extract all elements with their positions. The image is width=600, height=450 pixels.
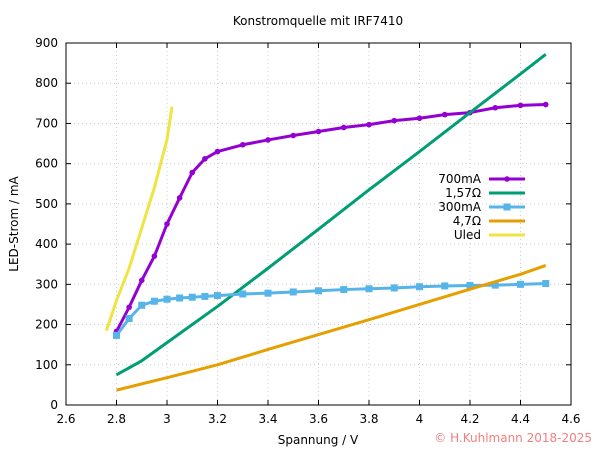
- data-point: [125, 315, 133, 323]
- data-point: [176, 294, 184, 302]
- data-point: [239, 290, 247, 298]
- data-point: [315, 128, 322, 135]
- data-point: [188, 293, 196, 301]
- data-point: [214, 292, 221, 300]
- data-point: [189, 169, 196, 176]
- x-tick-label: 3.4: [258, 412, 277, 426]
- y-tick-label: 800: [35, 76, 58, 90]
- legend-label: 700mA: [438, 172, 482, 186]
- data-point: [503, 203, 511, 211]
- y-tick-label: 400: [35, 237, 58, 251]
- data-point: [365, 285, 373, 293]
- data-point: [466, 282, 474, 290]
- data-point: [340, 124, 347, 131]
- data-point: [340, 286, 348, 294]
- data-point: [441, 282, 449, 290]
- data-point: [163, 295, 171, 303]
- y-tick-label: 300: [35, 277, 58, 291]
- y-tick-label: 500: [35, 197, 58, 211]
- series-line: [115, 53, 547, 377]
- data-point: [542, 280, 550, 288]
- data-point: [504, 176, 510, 182]
- x-tick-label: 3.6: [309, 412, 328, 426]
- x-tick-label: 2.8: [107, 412, 126, 426]
- data-point: [315, 287, 322, 295]
- series-line: [115, 103, 546, 333]
- y-tick-label: 0: [50, 398, 58, 412]
- data-point: [202, 156, 208, 162]
- y-tick-label: 200: [35, 318, 58, 332]
- legend-label: 4,7Ω: [453, 214, 481, 228]
- x-axis-label: Spannung / V: [278, 433, 359, 447]
- copyright: © H.Kuhlmann 2018-2025: [434, 431, 592, 445]
- legend-label: 300mA: [438, 200, 482, 214]
- data-point: [391, 117, 398, 124]
- data-point: [491, 281, 499, 289]
- data-point: [366, 121, 372, 128]
- data-point: [126, 304, 132, 311]
- x-tick-label: 3.2: [208, 412, 227, 426]
- data-point: [390, 284, 398, 292]
- data-point: [264, 289, 272, 297]
- data-point: [150, 297, 158, 305]
- legend-label: Uled: [454, 228, 481, 242]
- data-point: [492, 104, 499, 111]
- x-tick-label: 4.4: [511, 412, 530, 426]
- data-point: [441, 111, 448, 118]
- data-point: [201, 292, 209, 300]
- x-tick-label: 4.2: [460, 412, 479, 426]
- data-point: [416, 115, 423, 122]
- series-line: [115, 282, 546, 337]
- data-point: [151, 253, 158, 259]
- data-point: [138, 277, 145, 284]
- data-point: [113, 331, 120, 339]
- x-tick-label: 2.6: [56, 412, 75, 426]
- y-tick-label: 700: [35, 116, 58, 130]
- data-point: [416, 283, 423, 291]
- data-point: [164, 221, 170, 227]
- y-axis-label: LED-Strom / mA: [7, 175, 21, 271]
- series-line: [104, 106, 174, 332]
- series-line: [116, 264, 547, 392]
- x-tick-label: 3: [163, 412, 171, 426]
- x-tick-label: 4.6: [561, 412, 580, 426]
- data-point: [138, 301, 146, 309]
- data-point: [214, 148, 221, 155]
- y-tick-label: 100: [35, 358, 58, 372]
- data-point: [542, 101, 549, 108]
- x-tick-label: 3.8: [359, 412, 378, 426]
- chart-title: Konstromquelle mit IRF7410: [233, 14, 403, 28]
- legend-label: 1,57Ω: [445, 186, 481, 200]
- data-point: [517, 280, 524, 288]
- data-point: [265, 137, 271, 143]
- data-point: [239, 141, 246, 148]
- data-point: [517, 102, 524, 109]
- data-point: [290, 132, 297, 139]
- y-tick-label: 900: [35, 36, 58, 50]
- x-tick-label: 4: [416, 412, 424, 426]
- data-point: [289, 288, 297, 296]
- y-tick-label: 600: [35, 157, 58, 171]
- data-point: [176, 195, 183, 201]
